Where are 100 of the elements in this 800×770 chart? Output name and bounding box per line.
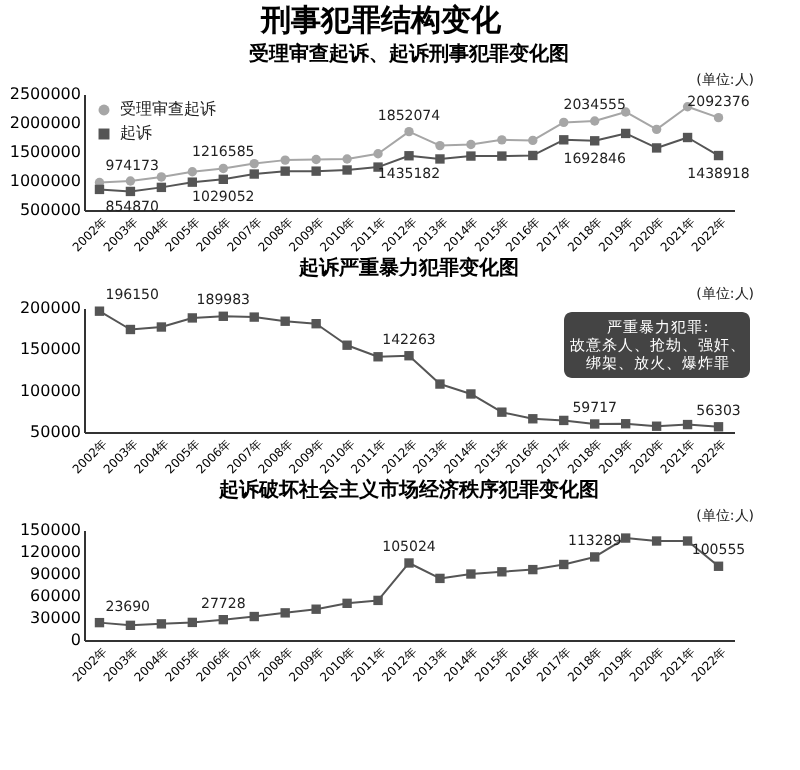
point [528, 564, 538, 575]
point [682, 419, 693, 430]
point [311, 604, 321, 614]
point [590, 116, 600, 126]
point [435, 379, 445, 389]
point [528, 150, 538, 161]
point [466, 139, 476, 150]
point [497, 151, 507, 161]
point [590, 552, 600, 562]
point [125, 324, 136, 335]
y-tick-label: 30000 [30, 609, 81, 627]
point [187, 313, 198, 323]
point [404, 351, 414, 361]
point [497, 567, 507, 577]
point [373, 149, 383, 159]
point [404, 126, 414, 137]
point [682, 132, 693, 143]
y-tick-label: 90000 [30, 565, 81, 583]
point [311, 319, 321, 329]
point [528, 414, 538, 424]
point [682, 536, 693, 546]
point [373, 352, 383, 362]
chart-title: 起诉破坏社会主义市场经济秩序犯罪变化图 [217, 478, 599, 502]
y-tick-label: 120000 [19, 543, 81, 561]
point [528, 135, 538, 146]
point [249, 611, 259, 622]
point [404, 558, 414, 568]
legend-label: 起诉 [120, 124, 152, 142]
point [435, 573, 445, 584]
point [342, 154, 352, 164]
point [559, 415, 569, 426]
point [187, 617, 198, 628]
point [218, 174, 228, 184]
point [218, 311, 228, 321]
point [342, 598, 352, 609]
point [156, 322, 167, 332]
point [466, 151, 476, 161]
y-tick-label: 0 [70, 631, 81, 649]
point [651, 143, 662, 153]
point [342, 165, 352, 175]
point [125, 620, 136, 631]
point [311, 154, 321, 165]
point [125, 186, 136, 197]
point [651, 124, 662, 135]
y-tick-label: 60000 [30, 587, 81, 605]
point [94, 306, 105, 316]
point [713, 112, 724, 123]
point [218, 614, 228, 625]
point [651, 536, 662, 546]
point [187, 177, 198, 187]
point [156, 182, 167, 193]
point [187, 167, 198, 177]
point [280, 608, 290, 618]
point [156, 619, 167, 629]
point [280, 155, 290, 165]
point [218, 163, 228, 174]
point [249, 169, 259, 179]
point [713, 422, 724, 432]
y-tick-label: 100000 [19, 381, 81, 400]
text: 刑事犯罪结构变化 [259, 2, 504, 38]
point [713, 561, 724, 571]
point [94, 184, 105, 195]
y-tick-label: 150000 [19, 340, 81, 359]
point [342, 340, 352, 350]
point [466, 389, 476, 399]
y-tick-label: 200000 [19, 299, 81, 317]
point [497, 407, 507, 417]
chart-title: 受理审查起诉、起诉刑事犯罪变化图 [247, 42, 569, 66]
y-tick-label: 50000 [30, 423, 81, 441]
point [311, 166, 321, 176]
point [280, 316, 290, 326]
point [280, 166, 290, 176]
point [590, 419, 600, 429]
point [249, 312, 259, 322]
point [559, 117, 569, 128]
chart-title: 起诉严重暴力犯罪变化图 [297, 256, 519, 280]
point [713, 150, 724, 161]
point [559, 135, 569, 145]
y-tick-label: 2500000 [9, 85, 81, 103]
point [466, 569, 476, 579]
legend-label: 受理审查起诉 [120, 100, 216, 118]
point [590, 136, 600, 146]
y-tick-label: 500000 [19, 201, 81, 219]
point [156, 172, 167, 182]
point [435, 140, 445, 151]
point [249, 158, 259, 169]
y-tick-label: 150000 [19, 521, 81, 539]
point [94, 617, 105, 628]
y-tick-label: 1000000 [9, 172, 81, 190]
point [620, 533, 631, 543]
point [404, 151, 414, 161]
point [373, 595, 383, 606]
point [620, 419, 631, 429]
point [651, 421, 662, 431]
point [125, 176, 136, 186]
y-tick-label: 2000000 [9, 114, 81, 132]
point [620, 128, 631, 139]
y-tick-label: 1500000 [9, 143, 81, 161]
point [497, 135, 507, 145]
point [435, 154, 445, 164]
